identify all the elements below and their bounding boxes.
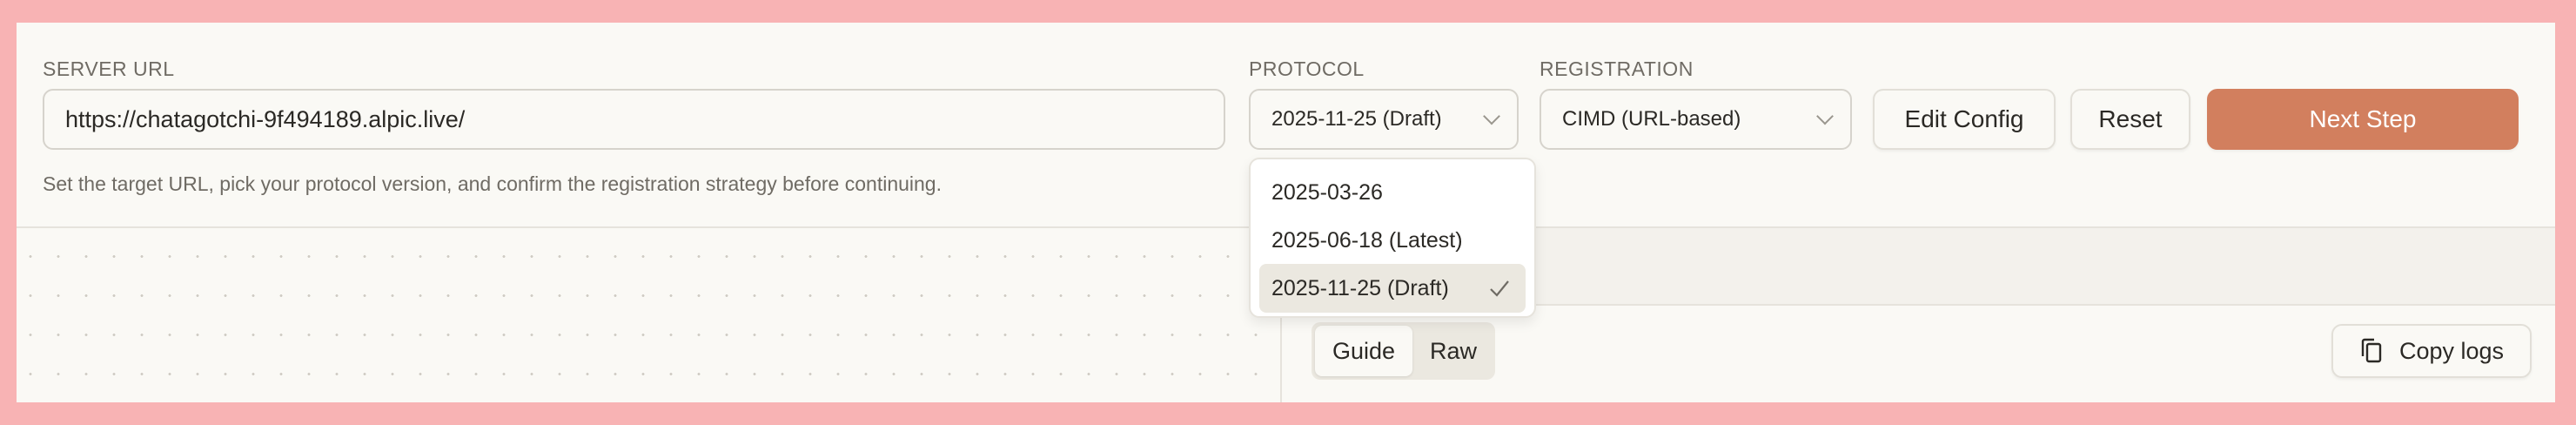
registration-label: REGISTRATION [1540,57,1694,80]
copy-logs-button[interactable]: Copy logs [2331,324,2532,378]
chevron-down-icon [1483,107,1500,125]
reset-button[interactable]: Reset [2070,89,2190,150]
config-panel: SERVER URL https://chatagotchi-9f494189.… [17,23,2555,402]
edit-config-button[interactable]: Edit Config [1873,89,2056,150]
canvas-area [17,228,1280,402]
protocol-dropdown-menu: 2025-03-26 2025-06-18 (Latest) 2025-11-2… [1249,158,1536,318]
option-label: 2025-11-25 (Draft) [1271,275,1449,300]
protocol-option[interactable]: 2025-06-18 (Latest) [1259,216,1526,265]
view-toggle: Guide Raw [1311,322,1495,380]
option-label: 2025-06-18 (Latest) [1271,227,1463,253]
protocol-option-selected[interactable]: 2025-11-25 (Draft) [1259,264,1526,313]
option-label: 2025-03-26 [1271,179,1383,205]
copy-logs-label: Copy logs [2398,337,2505,364]
protocol-option[interactable]: 2025-03-26 [1259,168,1526,217]
protocol-label: PROTOCOL [1249,57,1365,80]
tab-guide[interactable]: Guide [1315,326,1412,376]
chevron-down-icon [1816,107,1834,125]
helper-text: Set the target URL, pick your protocol v… [43,172,942,195]
tab-raw[interactable]: Raw [1429,337,1477,364]
copy-icon [2361,338,2382,363]
server-url-label: SERVER URL [43,57,175,80]
registration-select[interactable]: CIMD (URL-based) [1540,89,1852,150]
next-step-button[interactable]: Next Step [2207,89,2519,150]
protocol-selected-value: 2025-11-25 (Draft) [1271,107,1442,131]
registration-selected-value: CIMD (URL-based) [1562,107,1741,131]
protocol-select[interactable]: 2025-11-25 (Draft) [1249,89,1519,150]
server-url-input[interactable]: https://chatagotchi-9f494189.alpic.live/ [43,89,1225,150]
checkmark-icon [1490,280,1509,297]
server-url-value: https://chatagotchi-9f494189.alpic.live/ [65,105,466,132]
